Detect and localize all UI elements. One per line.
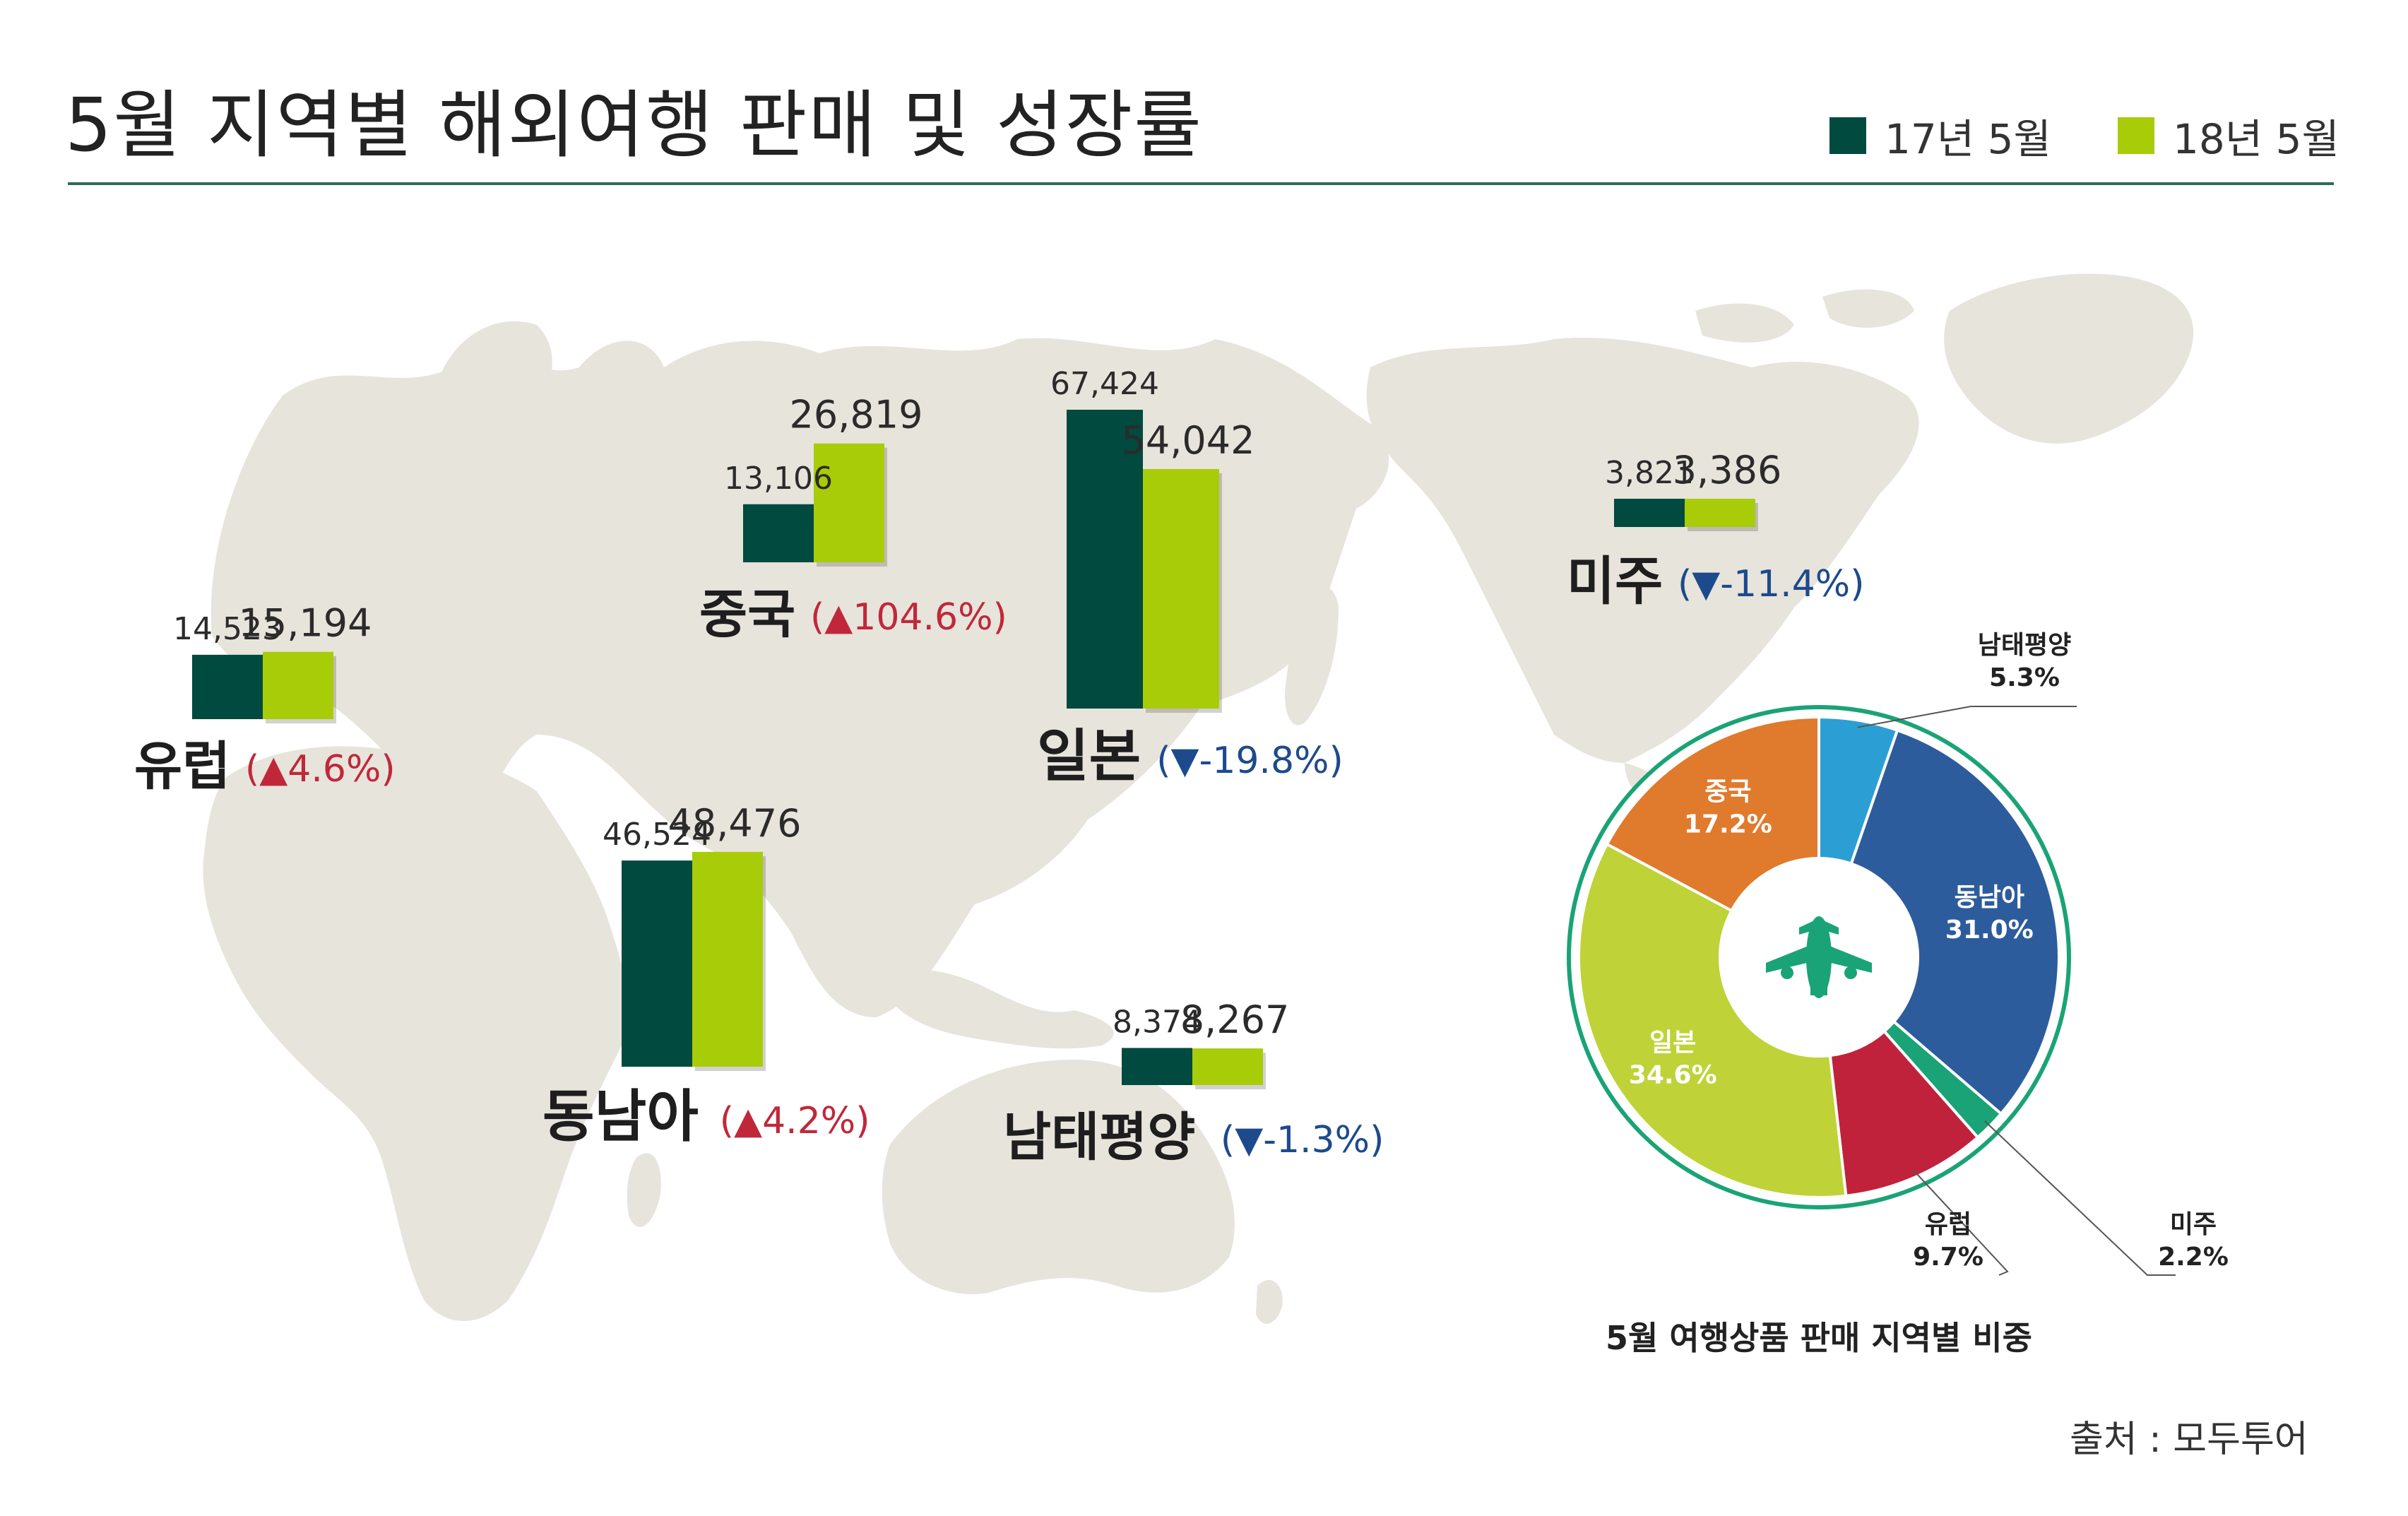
bar-europe-2018 [263,651,333,719]
pie-label-name-3: 유럽 [1925,1210,1971,1239]
bar-americas-2018 [1685,499,1755,527]
growth-label-china: (▲104.6%) [810,596,1007,639]
page-title: 5월 지역별 해외여행 판매 및 성장률 [65,82,1203,168]
growth-label-europe: (▲4.6%) [245,748,396,790]
value-label-pacific-2018: 8,267 [1180,997,1290,1042]
value-label-sea-2018: 48,476 [668,801,802,846]
growth-label-americas: (▼-11.4%) [1678,563,1865,605]
region-name-china: 중국 [699,584,795,645]
value-label-pacific-2017: 8,374 [1113,1004,1202,1040]
pie-label-value-2: 2.2% [2158,1243,2229,1272]
pie-label-value-3: 9.7% [1913,1243,1983,1272]
map-scandinavia [438,321,552,430]
pie-slice-1 [1849,728,2060,1116]
map-japan [1285,586,1339,726]
region-name-sea: 동남아 [542,1084,699,1149]
bar-japan-2017 [1067,410,1143,709]
pie-slice-4 [1577,842,1848,1199]
pie-label-value-5: 17.2% [1684,810,1772,839]
value-label-europe-2017: 14,523 [173,611,282,647]
value-label-sea-2017: 46,524 [603,817,711,853]
growth-arrow-japan: ▼ [1170,740,1199,782]
pie-label-name-5: 중국 [1704,778,1751,807]
bar-americas-2017 [1614,499,1685,527]
legend-item-2018: 18년 5월 [2118,106,2339,165]
bar-europe-2017 [192,654,263,719]
source-note: 출처 : 모두투어 [2070,1419,2308,1461]
pie-label-value-0: 5.3% [1989,663,2060,692]
growth-arrow-china: ▲ [824,596,853,639]
pie-slice-3 [1828,1029,1980,1198]
pie-label-name-4: 일본 [1649,1029,1696,1058]
pie-label-value-1: 31.0% [1945,916,2034,944]
legend-item-2017: 17년 5월 [1829,106,2051,165]
bar-pacific-2018 [1192,1048,1263,1085]
pie-callout-line-3 [1913,1169,2009,1276]
region-name-americas: 미주 [1567,551,1663,612]
map-sea-islands [876,969,1114,1049]
map-madagascar [627,1153,661,1227]
pie-label-value-4: 34.6% [1629,1061,1717,1090]
region-name-europe: 유럽 [134,736,230,797]
growth-label-pacific: (▼-1.3%) [1221,1119,1384,1161]
bar-group-china: 13,106 26,819 중국 (▲104.6%) [699,393,1007,645]
value-label-europe-2018: 15,194 [239,601,372,646]
region-name-pacific: 남태평양 [1003,1107,1195,1168]
growth-label-japan: (▼-19.8%) [1156,740,1344,782]
value-label-japan-2018: 54,042 [1122,418,1255,463]
pie-chart: 동남아 31.0% 일본 34.6% 중국 17.2% 남태평양 5.3% 미주 2.2% 유럽 9.… [1567,631,2229,1357]
pie-callout-line-0 [1857,706,2077,728]
bar-china-2018 [814,443,884,562]
value-label-china-2018: 26,819 [790,393,923,437]
map-britain [266,502,318,570]
map-north-america [1366,338,1919,764]
value-label-china-2017: 13,106 [724,461,833,497]
title-divider [68,182,2334,185]
legend-swatch-2018 [2118,117,2154,154]
map-arctic-islands [1695,289,1914,343]
bar-china-2017 [743,504,814,562]
region-name-japan: 일본 [1037,723,1141,789]
pie-callout-line-2 [1984,1120,2176,1276]
bar-sea-2017 [622,860,692,1067]
pie-label-name-2: 미주 [2170,1210,2217,1239]
value-label-americas-2018: 3,386 [1673,448,1782,492]
value-label-japan-2017: 67,424 [1050,366,1159,402]
bar-japan-2018 [1143,468,1219,709]
map-australia [882,1060,1235,1294]
bar-sea-2018 [692,851,763,1067]
value-label-americas-2017: 3,821 [1605,455,1694,491]
pie-label-name-0: 남태평양 [1978,631,2071,660]
growth-arrow-sea: ▲ [734,1100,762,1142]
pie-label-name-1: 동남아 [1955,883,2024,912]
bar-pacific-2017 [1122,1048,1192,1085]
growth-arrow-europe: ▲ [259,748,287,790]
map-africa [203,746,628,1321]
legend-label-2017: 17년 5월 [1885,115,2051,163]
legend-swatch-2017 [1829,117,1866,154]
pie-title: 5월 여행상품 판매 지역별 비중 [1606,1319,2032,1357]
map-greenland [1944,273,2194,444]
growth-arrow-americas: ▼ [1692,563,1720,605]
airplane-icon [1766,916,1872,998]
growth-label-sea: (▲4.2%) [720,1100,870,1142]
map-new-zealand [1256,1279,1283,1324]
pie-slice-5 [1605,715,1820,913]
growth-arrow-pacific: ▼ [1235,1119,1263,1161]
legend-label-2018: 18년 5월 [2173,115,2339,163]
bar-group-japan: 67,424 54,042 일본 (▼-19.8%) [1037,366,1344,789]
